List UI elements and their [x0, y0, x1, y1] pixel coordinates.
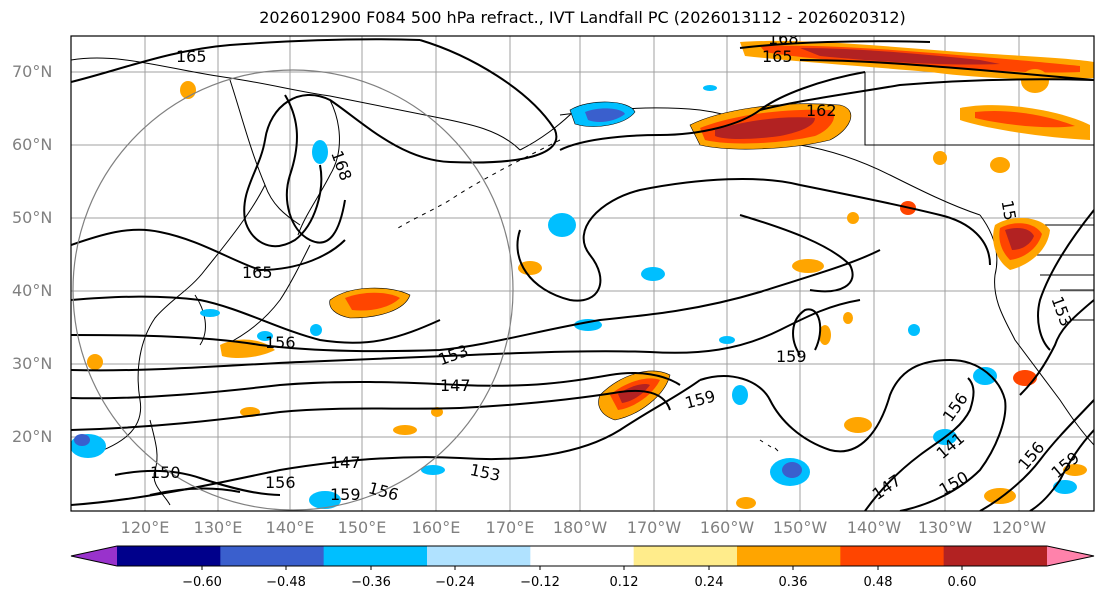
colorbar-segment [737, 546, 841, 566]
lon-label: 150°W [772, 518, 828, 537]
lat-label: 60°N [12, 135, 53, 154]
colorbar-segment [220, 546, 325, 566]
colorbar-tick-label: 0.36 [778, 575, 808, 590]
contour-label: 15 [998, 199, 1020, 222]
lon-label: 130°W [917, 518, 973, 537]
contour-label: 156 [265, 333, 296, 352]
lon-label: 140°W [846, 518, 902, 537]
colorbar-tick-label: −0.12 [520, 575, 560, 590]
lat-label: 30°N [12, 354, 53, 373]
contour-label: 165 [242, 263, 273, 282]
lat-label: 40°N [12, 281, 53, 300]
colorbar-segment [117, 546, 221, 566]
lon-label: 170°E [485, 518, 535, 537]
ivt-outline-contours [329, 101, 852, 421]
colorbar-segment [943, 546, 1048, 566]
colorbar [70, 545, 1095, 570]
colorbar-segment [323, 546, 428, 566]
contour-label: 147 [330, 453, 361, 472]
colorbar-tick-label: 0.60 [947, 575, 977, 590]
colorbar-tick-label: 0.24 [694, 575, 724, 590]
contour-label: 165 [176, 47, 207, 66]
map-title: 2026012900 F084 500 hPa refract., IVT La… [259, 8, 906, 27]
colorbar-tick-label: −0.36 [351, 575, 391, 590]
contour-label: 156 [265, 473, 296, 492]
colorbar-extend-low [71, 546, 117, 566]
colorbar-segment [427, 546, 531, 566]
colorbar-segment [530, 546, 635, 566]
refractivity-contours [71, 38, 1094, 511]
colorbar-tick-label: −0.24 [435, 575, 475, 590]
region-circle [72, 69, 514, 511]
contour-label: 159 [330, 485, 361, 504]
colorbar-segment [633, 546, 738, 566]
map-frame [70, 35, 1095, 512]
lon-label: 140°E [265, 518, 315, 537]
colorbar-tick-label: −0.48 [266, 575, 306, 590]
lon-label: 160°E [411, 518, 461, 537]
contour-label: 147 [440, 376, 471, 395]
contour-label: 162 [806, 101, 837, 120]
colorbar-outline [70, 545, 1095, 567]
colorbar-tick-label: 0.12 [609, 575, 639, 590]
lon-label: 130°E [193, 518, 243, 537]
lon-label: 120°E [120, 518, 170, 537]
contour-label: 159 [776, 347, 807, 366]
colorbar-tick-label: −0.60 [182, 575, 222, 590]
colorbar-segment [840, 546, 945, 566]
ivt-shading [71, 40, 1094, 509]
lon-label: 160°W [699, 518, 755, 537]
colorbar-extend-high [1047, 546, 1094, 566]
lat-label: 20°N [12, 427, 53, 446]
contour-label: 168 [768, 29, 799, 48]
contour-label: 150 [150, 463, 181, 482]
lat-label: 50°N [12, 208, 53, 227]
colorbar-tick-label: 0.48 [863, 575, 893, 590]
lat-label: 70°N [12, 62, 53, 81]
lon-label: 170°W [626, 518, 682, 537]
lon-label: 180°W [552, 518, 608, 537]
contour-label: 165 [762, 47, 793, 66]
lon-label: 150°E [337, 518, 387, 537]
lon-label: 120°W [991, 518, 1047, 537]
